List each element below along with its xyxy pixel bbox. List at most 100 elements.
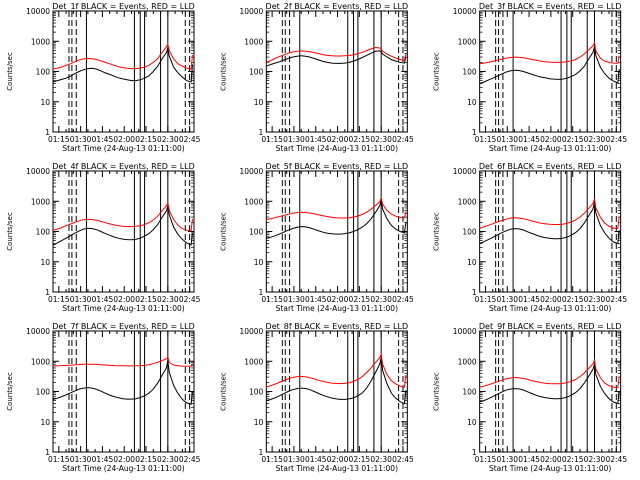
x-tick-label: 01:15 (475, 295, 497, 304)
plot-frame (52, 10, 195, 133)
panel-title: Det_9f BLACK = Events, RED = LLD (479, 322, 622, 331)
x-tick-label: 02:15 (135, 455, 157, 464)
y-tick-label: 10000 (26, 327, 50, 336)
y-tick-label: 100 (36, 228, 51, 237)
detector-panel: Det_8f BLACK = Events, RED = LLD 1 10 100 10… (219, 322, 414, 473)
detector-panel: Det_6f BLACK = Events, RED = LLD 1 10 100 10… (433, 162, 628, 313)
y-tick-label: 1000 (31, 357, 50, 366)
events-series-line (52, 205, 193, 246)
plot-frame (265, 170, 408, 293)
x-tick-label: 02:15 (562, 135, 584, 144)
y-tick-label: 1000 (458, 357, 477, 366)
x-tick-label: 02:30 (157, 295, 179, 304)
panel-title: Det_6f BLACK = Events, RED = LLD (479, 162, 622, 171)
y-axis-label: Counts/sec (6, 372, 14, 411)
x-tick-label: 01:45 (92, 295, 114, 304)
x-tick-label: 02:00 (327, 135, 349, 144)
detector-panel: Det_2f BLACK = Events, RED = LLD 1 10 100 10… (219, 2, 414, 153)
detector-panel: Det_1f BLACK = Events, RED = LLD 1 10 100 10… (6, 2, 201, 153)
panel-title: Det_5f BLACK = Events, RED = LLD (266, 162, 409, 171)
x-tick-label: 01:15 (475, 135, 497, 144)
detector-panel: Det_4f BLACK = Events, RED = LLD 1 10 100 10… (6, 162, 201, 313)
detector-panel: Det_9f BLACK = Events, RED = LLD 1 10 100 10… (433, 322, 628, 473)
plot-frame (52, 170, 195, 293)
y-tick-label: 100 (249, 228, 264, 237)
x-tick-label: 02:45 (605, 135, 627, 144)
y-tick-label: 10000 (453, 327, 477, 336)
plot-frame (479, 10, 622, 133)
x-tick-label: 01:30 (70, 295, 92, 304)
x-tick-label: 01:30 (496, 455, 518, 464)
y-tick-label: 10000 (239, 327, 263, 336)
lld-series-line (479, 198, 620, 230)
x-tick-label: 01:45 (92, 135, 114, 144)
y-tick-label: 10000 (26, 167, 50, 176)
x-tick-label: 02:45 (179, 135, 201, 144)
lld-series-line (266, 46, 407, 63)
x-tick-label: 02:00 (327, 295, 349, 304)
lld-series-line (52, 355, 193, 367)
y-tick-label: 1 (259, 448, 264, 457)
x-axis-label: Start Time (24-Aug-13 01:11:00) (489, 144, 611, 153)
x-tick-label: 01:15 (261, 455, 283, 464)
y-tick-label: 1 (472, 288, 477, 297)
plot-frame (479, 170, 622, 293)
y-tick-label: 1 (472, 128, 477, 137)
y-tick-label: 10000 (453, 7, 477, 16)
x-axis-label: Start Time (24-Aug-13 01:11:00) (276, 464, 398, 473)
y-tick-label: 10000 (239, 7, 263, 16)
events-series-line (52, 47, 193, 83)
y-tick-label: 10 (467, 418, 477, 427)
x-tick-label: 02:15 (135, 135, 157, 144)
lld-series-line (52, 42, 193, 70)
x-tick-label: 02:45 (392, 455, 414, 464)
x-tick-label: 02:15 (349, 295, 371, 304)
y-tick-label: 100 (36, 68, 51, 77)
y-tick-label: 10 (40, 418, 50, 427)
x-tick-label: 02:00 (540, 135, 562, 144)
x-tick-label: 01:45 (518, 455, 540, 464)
x-axis-label: Start Time (24-Aug-13 01:11:00) (62, 464, 184, 473)
y-tick-label: 100 (249, 68, 264, 77)
x-tick-label: 01:45 (305, 455, 327, 464)
x-tick-label: 01:45 (305, 135, 327, 144)
y-tick-label: 1 (45, 128, 50, 137)
plot-frame (479, 330, 622, 453)
events-series-line (479, 201, 620, 245)
panel-title: Det_1f BLACK = Events, RED = LLD (52, 2, 195, 11)
y-tick-label: 1000 (244, 197, 263, 206)
detector-panel: Det_7f BLACK = Events, RED = LLD 1 10 100 10… (6, 322, 201, 473)
x-tick-label: 02:15 (562, 295, 584, 304)
y-tick-label: 1000 (458, 37, 477, 46)
x-axis-label: Start Time (24-Aug-13 01:11:00) (62, 304, 184, 313)
x-tick-label: 02:45 (179, 455, 201, 464)
y-axis-label: Counts/sec (219, 212, 227, 251)
x-tick-label: 02:15 (349, 135, 371, 144)
x-tick-label: 02:00 (113, 295, 135, 304)
events-series-line (479, 46, 620, 84)
panel-title: Det_2f BLACK = Events, RED = LLD (266, 2, 409, 11)
y-tick-label: 10 (254, 98, 264, 107)
x-tick-label: 02:00 (540, 455, 562, 464)
y-tick-label: 1000 (244, 357, 263, 366)
y-tick-label: 1 (45, 288, 50, 297)
y-tick-label: 100 (462, 68, 477, 77)
y-tick-label: 1 (259, 128, 264, 137)
x-tick-label: 02:30 (370, 295, 392, 304)
x-tick-label: 02:30 (584, 295, 606, 304)
y-axis-label: Counts/sec (6, 212, 14, 251)
x-tick-label: 02:30 (157, 455, 179, 464)
x-tick-label: 01:15 (475, 455, 497, 464)
lld-series-line (479, 358, 620, 389)
y-axis-label: Counts/sec (433, 372, 441, 411)
lld-series-line (266, 196, 407, 220)
x-tick-label: 02:45 (392, 135, 414, 144)
x-tick-label: 02:30 (370, 135, 392, 144)
y-tick-label: 10000 (453, 167, 477, 176)
y-tick-label: 10 (254, 418, 264, 427)
x-tick-label: 02:00 (327, 455, 349, 464)
panel-title: Det_4f BLACK = Events, RED = LLD (52, 162, 195, 171)
y-tick-label: 10 (40, 98, 50, 107)
x-tick-label: 01:15 (261, 135, 283, 144)
plot-frame (265, 10, 408, 133)
